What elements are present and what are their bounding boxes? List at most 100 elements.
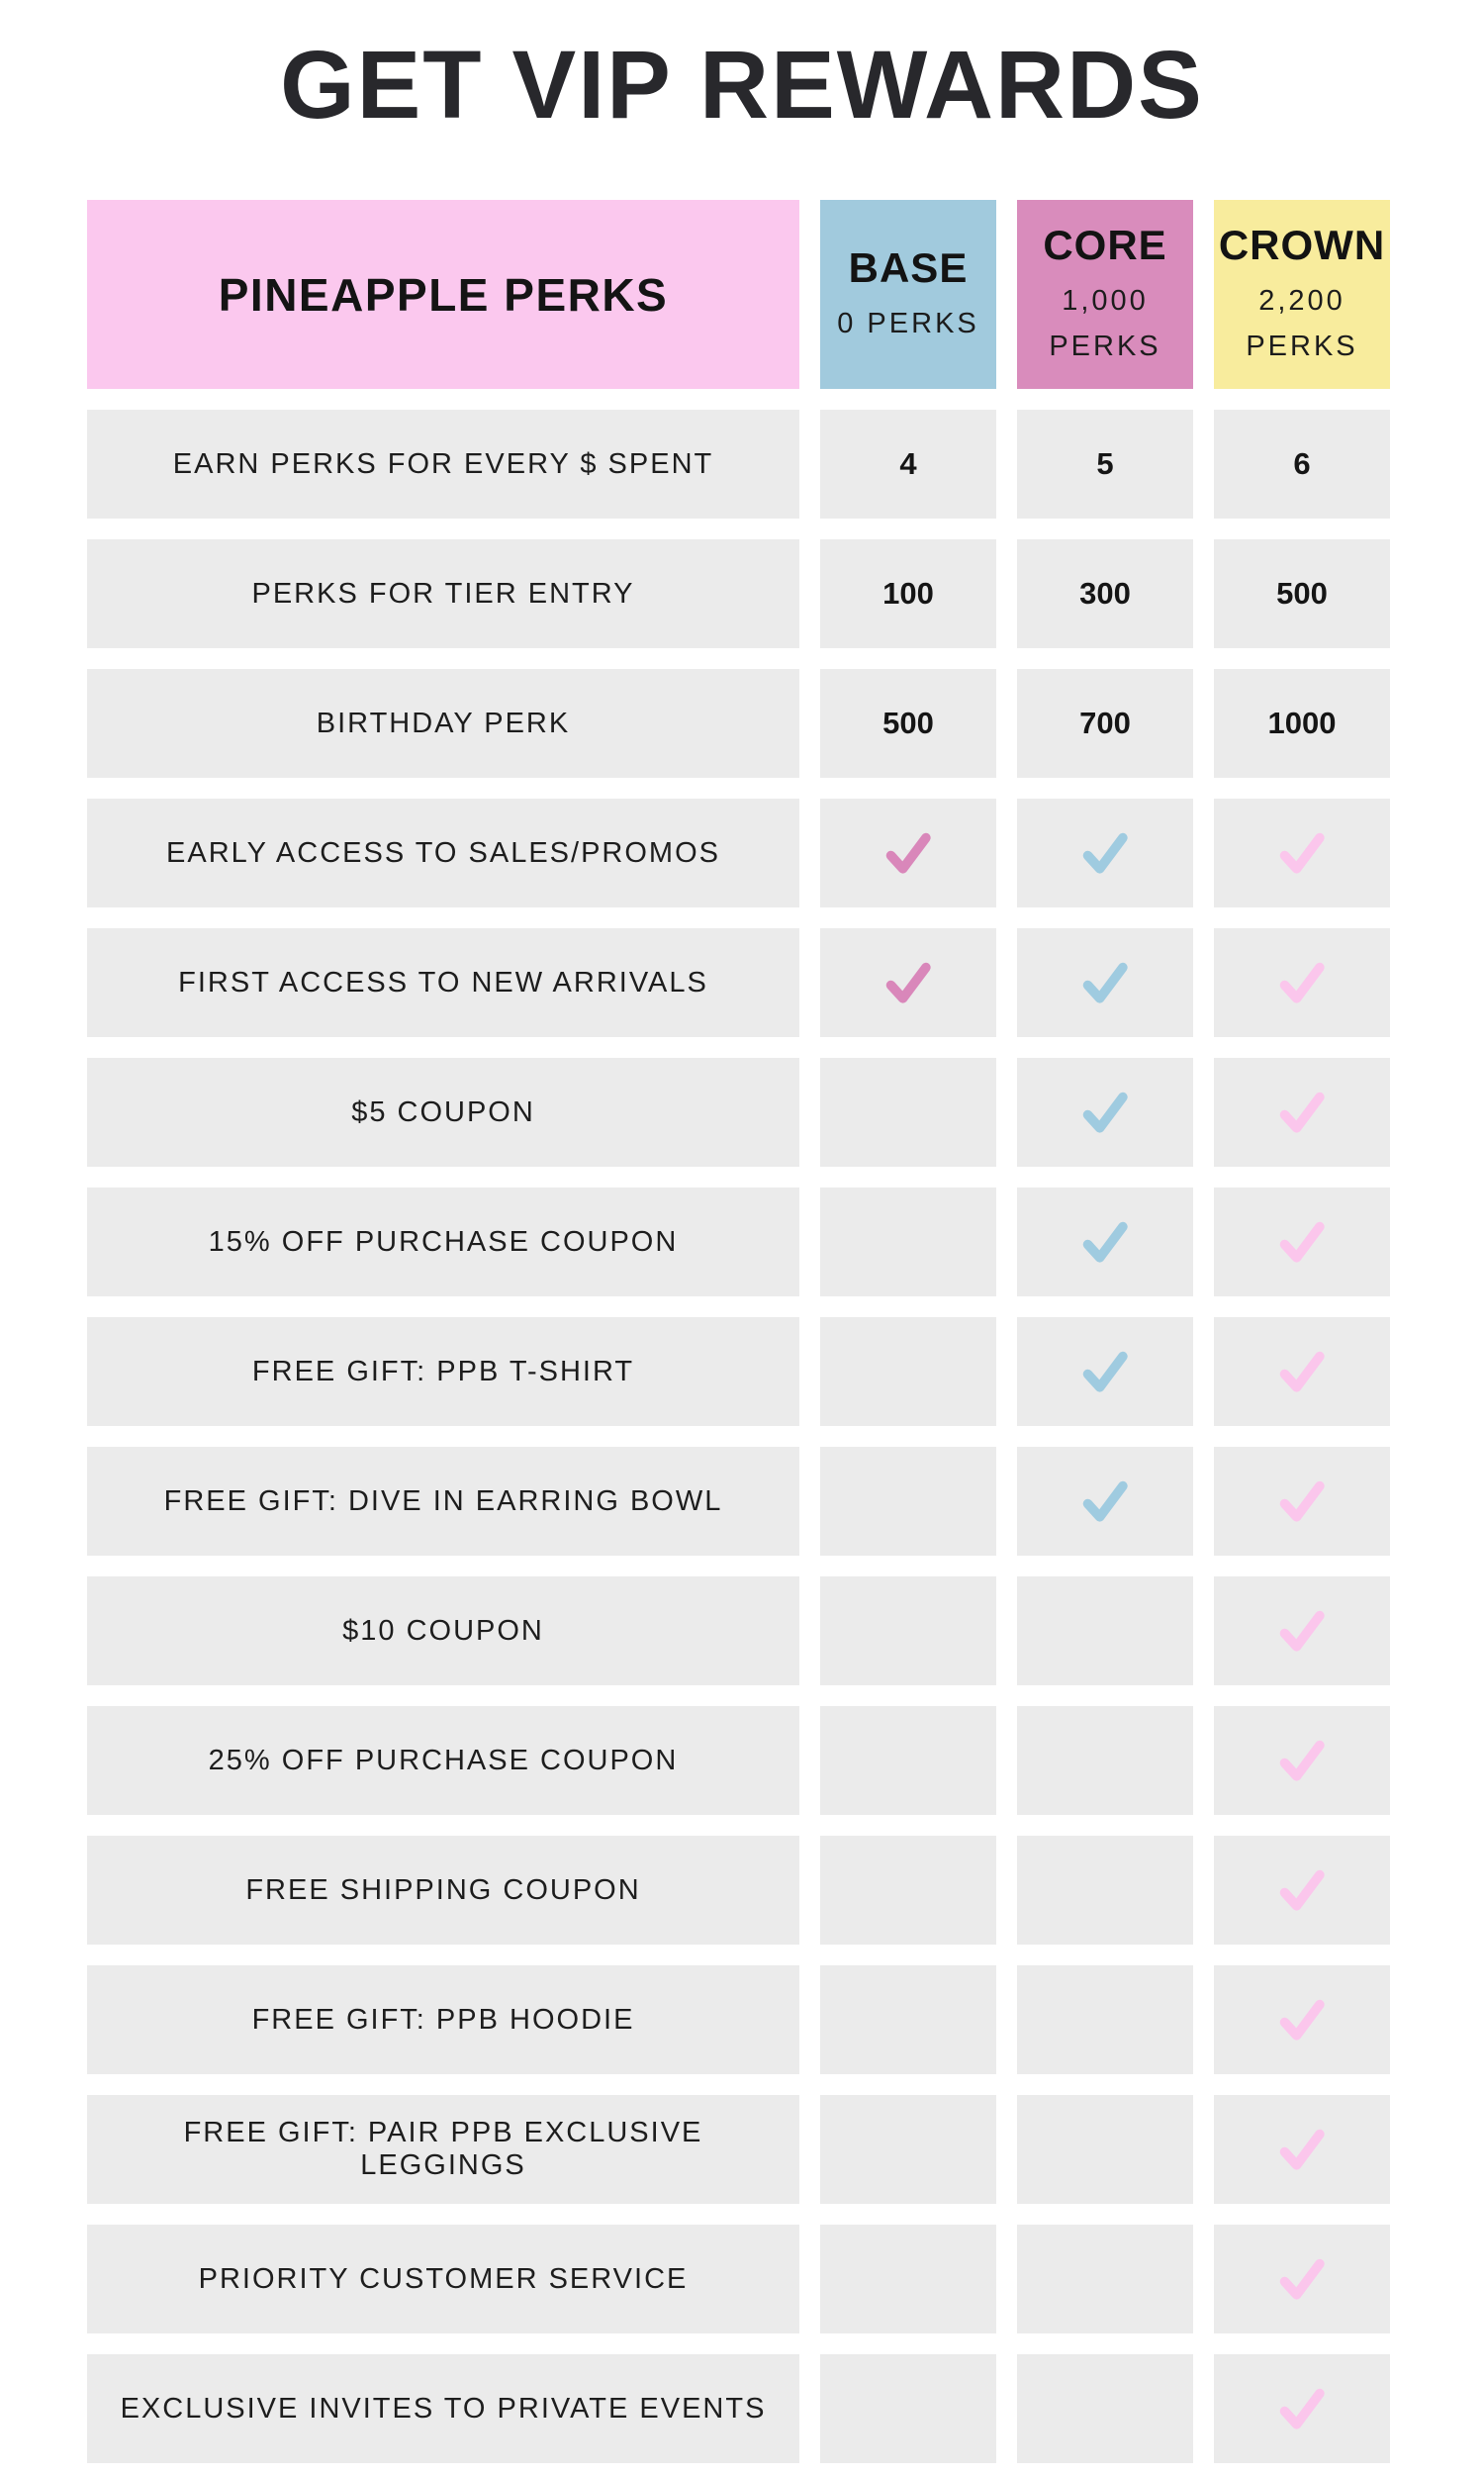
row-label: FIRST ACCESS TO NEW ARRIVALS <box>178 966 708 999</box>
cell-value: 700 <box>1079 706 1131 740</box>
page-title: GET VIP REWARDS <box>280 31 1204 139</box>
row-label-cell: FREE GIFT: PAIR PPB EXCLUSIVE LEGGINGS <box>87 2095 799 2204</box>
value-cell <box>1017 1706 1193 1815</box>
value-cell <box>1214 1965 1390 2074</box>
row-label-cell: BIRTHDAY PERK <box>87 669 799 778</box>
value-cell <box>1017 799 1193 907</box>
row-label-cell: PRIORITY CUSTOMER SERVICE <box>87 2225 799 2333</box>
value-cell <box>820 1706 996 1815</box>
row-label-cell: FREE GIFT: PPB T-SHIRT <box>87 1317 799 1426</box>
table-corner-header: PINEAPPLE PERKS <box>87 200 799 389</box>
row-label: EARN PERKS FOR EVERY $ SPENT <box>172 447 714 480</box>
value-cell: 500 <box>1214 539 1390 648</box>
row-label: FREE SHIPPING COUPON <box>245 1873 641 1906</box>
value-cell: 6 <box>1214 410 1390 519</box>
row-label-cell: EARLY ACCESS TO SALES/PROMOS <box>87 799 799 907</box>
cell-value: 500 <box>882 706 934 740</box>
tier-perks-threshold: PERKS <box>1246 330 1358 362</box>
value-cell <box>1214 1706 1390 1815</box>
row-label: FREE GIFT: PAIR PPB EXCLUSIVE LEGGINGS <box>183 2117 703 2181</box>
tier-perks-threshold: PERKS <box>1049 330 1161 362</box>
value-cell <box>1214 2354 1390 2463</box>
value-cell: 4 <box>820 410 996 519</box>
row-label: PRIORITY CUSTOMER SERVICE <box>198 2262 689 2295</box>
check-icon <box>1279 2258 1325 2300</box>
tier-name: CORE <box>1043 221 1167 268</box>
value-cell <box>820 2354 996 2463</box>
value-cell <box>1214 2095 1390 2204</box>
row-label: 25% OFF PURCHASE COUPON <box>208 1744 679 1776</box>
row-label: EARLY ACCESS TO SALES/PROMOS <box>166 836 720 869</box>
value-cell <box>1214 2225 1390 2333</box>
tier-perks-threshold: 1,000 <box>1062 284 1149 317</box>
check-icon <box>1082 1092 1128 1133</box>
value-cell <box>820 1447 996 1556</box>
tier-name: BASE <box>848 243 969 291</box>
value-cell <box>1214 1447 1390 1556</box>
value-cell <box>1017 1317 1193 1426</box>
row-label: $5 COUPON <box>351 1095 535 1128</box>
cell-value: 4 <box>899 446 917 481</box>
check-icon <box>1279 1092 1325 1133</box>
value-cell <box>1017 1836 1193 1945</box>
row-label: FREE GIFT: PPB HOODIE <box>251 2003 635 2036</box>
value-cell <box>1214 1836 1390 1945</box>
value-cell <box>820 1188 996 1296</box>
row-label: BIRTHDAY PERK <box>316 707 571 739</box>
value-cell <box>1017 2095 1193 2204</box>
cell-value: 5 <box>1096 446 1114 481</box>
row-label-cell: FREE GIFT: PPB HOODIE <box>87 1965 799 2074</box>
row-label-cell: 25% OFF PURCHASE COUPON <box>87 1706 799 1815</box>
tier-perks-threshold: 2,200 <box>1258 284 1345 317</box>
cell-value: 1000 <box>1267 706 1337 740</box>
check-icon <box>1279 962 1325 1003</box>
value-cell <box>1017 1058 1193 1167</box>
tier-header-core: CORE 1,000 PERKS <box>1017 200 1193 389</box>
corner-header-label: PINEAPPLE PERKS <box>218 268 669 321</box>
value-cell <box>1214 1317 1390 1426</box>
cell-value: 100 <box>882 576 934 611</box>
value-cell <box>820 1836 996 1945</box>
check-icon <box>1279 1221 1325 1263</box>
perks-comparison-table: PINEAPPLE PERKS BASE 0 PERKS CORE 1,000 PERKS… <box>87 200 1390 2463</box>
cell-value: 500 <box>1276 576 1328 611</box>
value-cell: 5 <box>1017 410 1193 519</box>
value-cell <box>1214 799 1390 907</box>
check-icon <box>1279 1351 1325 1392</box>
check-icon <box>1082 962 1128 1003</box>
row-label-cell: 15% OFF PURCHASE COUPON <box>87 1188 799 1296</box>
value-cell <box>1017 928 1193 1037</box>
value-cell <box>820 2225 996 2333</box>
value-cell <box>1214 1576 1390 1685</box>
check-icon <box>1082 1480 1128 1522</box>
tier-header-base: BASE 0 PERKS <box>820 200 996 389</box>
value-cell <box>820 1317 996 1426</box>
row-label-cell: PERKS FOR TIER ENTRY <box>87 539 799 648</box>
value-cell <box>820 1576 996 1685</box>
cell-value: 6 <box>1293 446 1311 481</box>
tier-header-crown: CROWN 2,200 PERKS <box>1214 200 1390 389</box>
value-cell: 1000 <box>1214 669 1390 778</box>
value-cell <box>820 2095 996 2204</box>
check-icon <box>1279 1480 1325 1522</box>
row-label-cell: $5 COUPON <box>87 1058 799 1167</box>
cell-value: 300 <box>1079 576 1131 611</box>
value-cell: 500 <box>820 669 996 778</box>
row-label: 15% OFF PURCHASE COUPON <box>208 1225 679 1258</box>
value-cell <box>820 1965 996 2074</box>
value-cell <box>1214 1188 1390 1296</box>
check-icon <box>1082 1221 1128 1263</box>
value-cell <box>1214 928 1390 1037</box>
value-cell <box>820 928 996 1037</box>
check-icon <box>1279 1740 1325 1781</box>
value-cell <box>820 1058 996 1167</box>
tier-name: CROWN <box>1218 221 1386 268</box>
check-icon <box>885 962 931 1003</box>
row-label-cell: EXCLUSIVE INVITES TO PRIVATE EVENTS <box>87 2354 799 2463</box>
check-icon <box>1082 832 1128 874</box>
check-icon <box>885 832 931 874</box>
row-label-cell: FREE SHIPPING COUPON <box>87 1836 799 1945</box>
check-icon <box>1279 2388 1325 2429</box>
value-cell <box>1017 1576 1193 1685</box>
